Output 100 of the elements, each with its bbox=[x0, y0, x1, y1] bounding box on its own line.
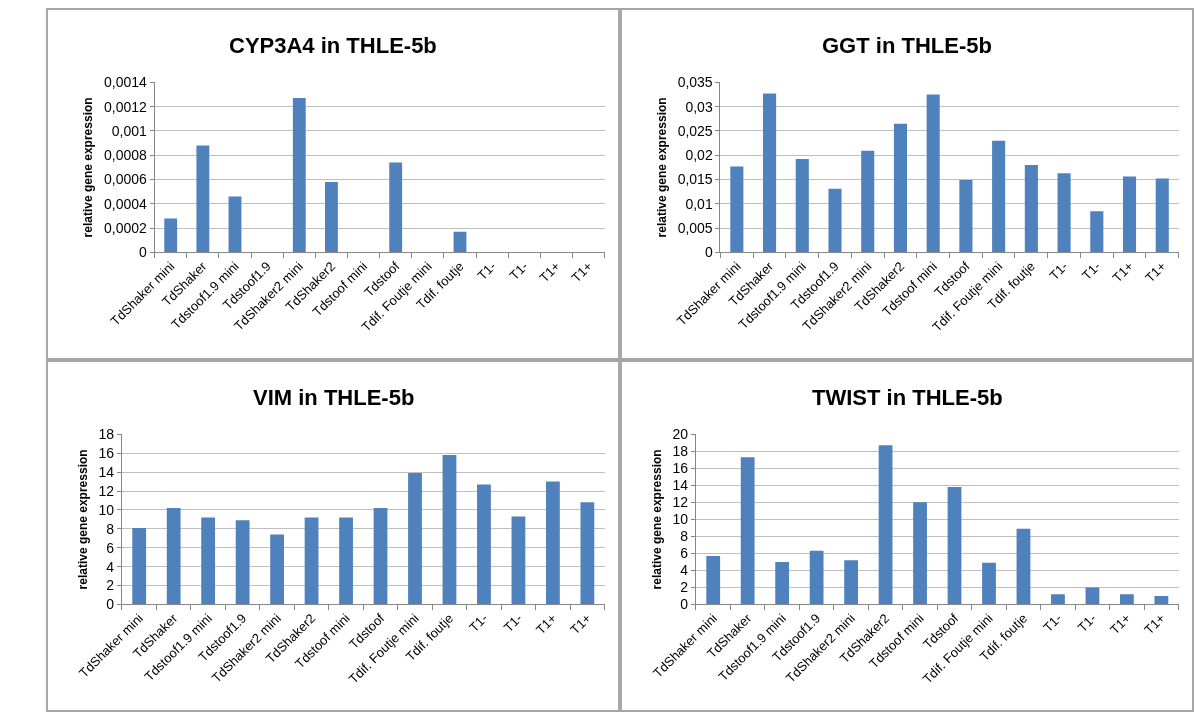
bar bbox=[1122, 176, 1137, 253]
bar bbox=[878, 445, 893, 605]
bar bbox=[477, 484, 491, 605]
y-tick-label: 0 bbox=[106, 596, 115, 613]
x-tick-label: T1- bbox=[1046, 258, 1071, 284]
y-tick-label: 0,0004 bbox=[104, 195, 148, 212]
y-tick-label: 4 bbox=[680, 562, 689, 579]
y-tick-label: 10 bbox=[672, 511, 689, 528]
y-tick-label: 4 bbox=[106, 558, 115, 575]
bar bbox=[775, 561, 790, 605]
y-tick-label: 16 bbox=[98, 445, 115, 462]
x-tick-label: T1- bbox=[474, 258, 499, 284]
y-tick-label: 8 bbox=[680, 528, 689, 545]
bar bbox=[982, 562, 996, 605]
y-tick-label: 12 bbox=[672, 494, 689, 511]
y-tick-label: 0,01 bbox=[685, 195, 713, 212]
bar bbox=[339, 517, 353, 605]
bar bbox=[164, 218, 178, 253]
bar bbox=[389, 162, 403, 253]
bar bbox=[408, 473, 422, 605]
y-tick-label: 0,0002 bbox=[104, 220, 148, 237]
x-tick-label: T1- bbox=[466, 610, 491, 636]
x-tick-label: T1+ bbox=[1106, 610, 1134, 638]
bar bbox=[740, 457, 755, 605]
x-tick-label: T1- bbox=[1074, 610, 1100, 636]
bar bbox=[926, 94, 940, 253]
bar bbox=[1057, 173, 1071, 253]
y-tick-label: 18 bbox=[672, 443, 689, 460]
bar bbox=[201, 517, 216, 605]
bar bbox=[546, 481, 560, 605]
y-tick-label: 2 bbox=[106, 577, 115, 594]
x-tick-label: T1+ bbox=[1109, 258, 1137, 286]
bar bbox=[1051, 594, 1065, 605]
x-tick-label: T1+ bbox=[532, 610, 560, 638]
bar bbox=[511, 516, 526, 605]
y-tick-label: 12 bbox=[98, 482, 115, 499]
chart-title: GGT in THLE-5b bbox=[822, 33, 992, 58]
bar bbox=[235, 520, 250, 605]
x-tick-label: T1+ bbox=[1142, 258, 1169, 286]
y-tick-label: 6 bbox=[106, 539, 115, 556]
y-tick-label: 0,0008 bbox=[104, 147, 148, 164]
bar bbox=[228, 196, 242, 253]
bar bbox=[893, 123, 907, 253]
y-axis-title: relative gene expression bbox=[81, 97, 96, 238]
y-tick-label: 10 bbox=[98, 501, 115, 518]
bar bbox=[947, 487, 962, 605]
bar bbox=[132, 527, 147, 605]
y-tick-label: 2 bbox=[680, 579, 689, 596]
x-tick-label: T1- bbox=[1040, 610, 1065, 636]
bar bbox=[706, 555, 721, 605]
x-tick-label: T1- bbox=[1079, 258, 1104, 284]
bar bbox=[861, 150, 875, 253]
bar bbox=[580, 502, 595, 605]
y-axis-title: relative gene expression bbox=[654, 97, 669, 238]
y-tick-label: 0,001 bbox=[111, 122, 148, 139]
y-tick-label: 14 bbox=[98, 464, 115, 481]
x-tick-label: T1- bbox=[500, 610, 526, 636]
chart-title: VIM in THLE-5b bbox=[253, 385, 415, 410]
bar bbox=[730, 166, 744, 253]
bar bbox=[373, 508, 388, 605]
bar bbox=[1155, 178, 1169, 253]
bar bbox=[1090, 211, 1104, 253]
bar bbox=[844, 560, 858, 605]
bar bbox=[325, 181, 338, 253]
y-tick-label: 18 bbox=[98, 426, 115, 443]
y-tick-label: 0,02 bbox=[685, 147, 713, 164]
y-tick-label: 0,035 bbox=[677, 74, 713, 91]
x-tick-label: T1+ bbox=[567, 610, 595, 638]
y-tick-label: 0 bbox=[704, 244, 713, 261]
y-tick-label: 0,015 bbox=[677, 171, 713, 188]
x-tick-label: T1+ bbox=[568, 258, 596, 286]
y-tick-label: 0 bbox=[139, 244, 148, 261]
y-tick-label: 0,0006 bbox=[104, 171, 148, 188]
y-axis-title: relative gene expression bbox=[75, 449, 90, 590]
bar bbox=[1085, 587, 1100, 605]
y-tick-label: 16 bbox=[672, 460, 689, 477]
y-tick-label: 0,005 bbox=[677, 220, 713, 237]
bar bbox=[828, 188, 842, 253]
bar bbox=[1120, 594, 1134, 605]
y-tick-label: 8 bbox=[106, 520, 115, 537]
bar bbox=[166, 508, 181, 605]
y-axis-title: relative gene expression bbox=[649, 449, 664, 590]
bar bbox=[270, 534, 284, 605]
bar bbox=[992, 140, 1006, 253]
y-tick-label: 14 bbox=[672, 477, 689, 494]
y-tick-label: 6 bbox=[680, 545, 689, 562]
bar bbox=[442, 455, 457, 605]
bar bbox=[959, 180, 973, 253]
chart-title: TWIST in THLE-5b bbox=[812, 385, 1003, 410]
bar bbox=[304, 517, 319, 605]
bar bbox=[1154, 595, 1169, 605]
chart-title: CYP3A4 in THLE-5b bbox=[229, 33, 437, 58]
y-tick-label: 0,03 bbox=[685, 98, 713, 115]
bar bbox=[196, 145, 210, 253]
y-tick-label: 0,0012 bbox=[104, 98, 148, 115]
bar bbox=[292, 98, 306, 253]
bar bbox=[1024, 164, 1038, 253]
bar bbox=[453, 231, 467, 253]
y-tick-label: 0 bbox=[680, 596, 689, 613]
bar bbox=[809, 550, 824, 605]
